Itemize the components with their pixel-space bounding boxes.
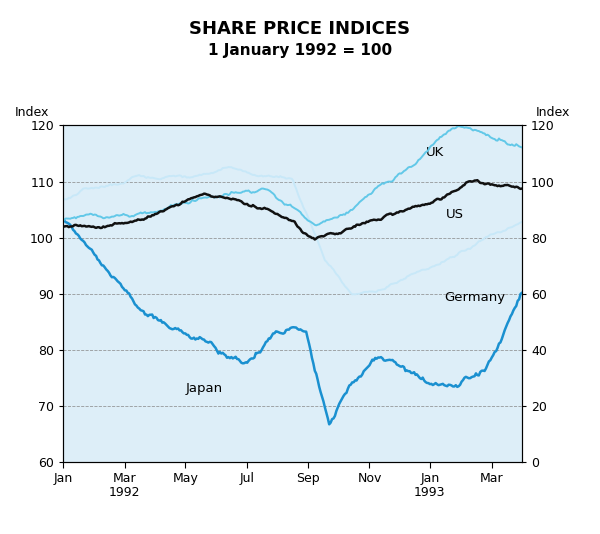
Text: US: US — [446, 208, 464, 221]
Text: 1 January 1992 = 100: 1 January 1992 = 100 — [208, 43, 392, 58]
Text: Index: Index — [536, 106, 570, 119]
Text: 1992: 1992 — [109, 485, 140, 499]
Text: UK: UK — [425, 146, 444, 159]
Text: Index: Index — [15, 106, 49, 119]
Text: SHARE PRICE INDICES: SHARE PRICE INDICES — [190, 20, 410, 38]
Text: Germany: Germany — [445, 292, 505, 304]
Text: Japan: Japan — [185, 382, 223, 395]
Text: 1993: 1993 — [414, 485, 446, 499]
